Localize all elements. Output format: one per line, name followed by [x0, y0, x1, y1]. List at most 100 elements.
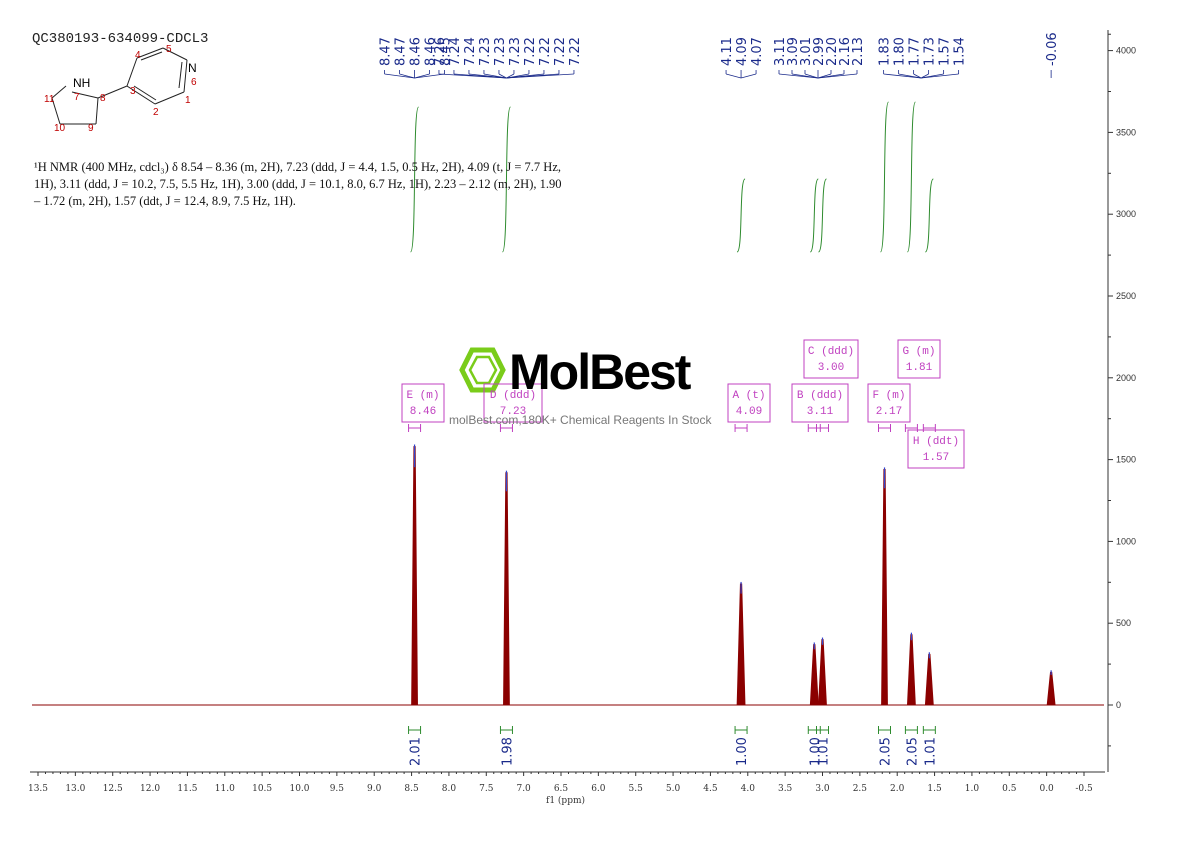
- integral-curve: [501, 106, 511, 253]
- peak-shift-label: -0.06: [1045, 32, 1060, 66]
- bond-double: [133, 85, 157, 101]
- bond: [51, 97, 61, 125]
- peak-shift-label: 3.09: [786, 37, 801, 66]
- multiplet-label: F (m): [872, 390, 905, 402]
- y-axis: 0 500 1000 1500 2000 2500 3000 3500 4000: [1107, 30, 1136, 772]
- report-line-3: – 1.72 (m, 2H), 1.57 (ddt, J = 12.4, 8.9…: [34, 194, 296, 208]
- multiplet-label: A (t): [732, 390, 765, 402]
- x-tick-label: 2.0: [890, 784, 905, 794]
- multiplet-shift: 2.17: [876, 406, 902, 418]
- y-tick-label: 500: [1116, 618, 1131, 628]
- y-tick-label: 3500: [1116, 127, 1136, 137]
- peak-shift-label: 1.77: [908, 37, 923, 66]
- x-tick-label: 4.5: [703, 784, 718, 794]
- x-tick-label: 7.0: [516, 784, 531, 794]
- integral-curve: [736, 178, 746, 253]
- multiplet-box: [483, 383, 543, 423]
- integral-curves: [410, 101, 934, 253]
- integral-value: 2.05: [905, 737, 920, 766]
- peak-leader: [898, 73, 922, 79]
- integral-value: 1.01: [923, 737, 938, 766]
- spectrum-peak: [818, 639, 827, 706]
- x-tick-label: 9.0: [367, 784, 382, 794]
- x-tick-label: 3.5: [778, 784, 793, 794]
- peak-leader: [920, 73, 929, 79]
- peak-shift-label: 8.46: [409, 37, 424, 66]
- y-tick-label: 1000: [1116, 536, 1136, 546]
- multiplet-shift: 1.57: [923, 452, 949, 464]
- peak-leader: [791, 73, 819, 79]
- atom-label: 9: [88, 123, 94, 134]
- x-tick-label: 7.5: [479, 784, 494, 794]
- atom-label: NH: [73, 76, 90, 90]
- peak-shift-label: 7.22: [568, 37, 583, 66]
- multiplet-shift: 1.81: [906, 362, 933, 374]
- peak-shift-label: 8.46: [424, 37, 439, 66]
- spectrum-peak: [503, 472, 510, 706]
- integral-value: 2.01: [409, 737, 424, 766]
- y-tick-label: 0: [1116, 700, 1121, 710]
- integral-curve: [809, 178, 819, 253]
- bond: [71, 91, 99, 99]
- atom-label: 4: [135, 50, 141, 61]
- multiplet-label: B (ddd): [797, 390, 843, 402]
- multiplet-label: C (ddd): [808, 346, 854, 358]
- multiplet-shift: 3.00: [818, 362, 844, 374]
- peak-shift-label: 4.07: [750, 37, 765, 66]
- x-tick-label: 8.5: [404, 784, 419, 794]
- atom-label: N: [188, 61, 197, 75]
- molbest-logo-icon: [459, 347, 506, 393]
- watermark-tagline: molBest.com,180K+ Chemical Reagents In S…: [449, 413, 712, 427]
- peak-shift-label: 1.73: [923, 37, 938, 66]
- peak-shift-label: 2.13: [851, 37, 866, 66]
- bond: [154, 91, 185, 105]
- bond-double: [140, 51, 163, 61]
- bond: [97, 85, 128, 99]
- report-line-2: 1H), 3.11 (ddd, J = 10.2, 7.5, 5.5 Hz, 1…: [34, 177, 562, 191]
- peak-shift-label: 7.23: [478, 37, 493, 66]
- x-axis-label: f1 (ppm): [546, 796, 585, 806]
- logo-hexagon-inner: [468, 355, 498, 385]
- peak-shift-label: 7.22: [523, 37, 538, 66]
- peak-shift-label: 1.57: [938, 37, 953, 66]
- peak-label-groups: 8.47 8.47 8.46 8.46 8.457.26 7.24 7.24 7.23 7.23…: [379, 32, 1060, 79]
- peak-shift-label: 1.54: [953, 37, 968, 66]
- x-tick-label: 10.5: [252, 784, 272, 794]
- x-tick-label: 2.5: [853, 784, 868, 794]
- peak-shift-label: 4.09: [735, 37, 750, 66]
- atom-label: 6: [191, 77, 197, 88]
- x-tick-label: 6.5: [554, 784, 569, 794]
- integral-value: 1.98: [500, 737, 515, 766]
- peak-shift-label: 2.16: [838, 37, 853, 66]
- multiplet-box: [907, 429, 965, 469]
- peak-leader: [817, 73, 858, 79]
- multiplet-shift: 7.23: [500, 406, 526, 418]
- bond: [162, 47, 188, 61]
- integral-curve: [410, 106, 420, 253]
- nmr-report-text: ¹H NMR (400 MHz, cdcl₃) δ 8.54 – 8.36 (m…: [34, 159, 634, 210]
- multiplet-box: [803, 339, 859, 379]
- peak-leader: [468, 73, 507, 79]
- atom-label: 10: [54, 123, 66, 134]
- x-tick-label: 0.5: [1002, 784, 1017, 794]
- x-tick-label: 1.5: [927, 784, 942, 794]
- y-tick-label: 2000: [1116, 373, 1136, 383]
- spectrum-peak: [736, 583, 746, 706]
- peak-shift-label: 2.99: [812, 37, 827, 66]
- peak-shift-label: 7.23: [493, 37, 508, 66]
- integral-curve: [818, 178, 827, 253]
- peak-leader: [399, 73, 415, 79]
- x-tick-label: 3.0: [815, 784, 830, 794]
- spectrum-peak: [1046, 671, 1056, 706]
- y-tick-label: 3000: [1116, 209, 1136, 219]
- peak-shift-label: 8.47: [394, 37, 409, 66]
- peak-shift-label: 7.26: [433, 37, 448, 66]
- spectrum-peak: [924, 653, 934, 706]
- atom-label: 5: [166, 44, 172, 55]
- integral-value: 1.01: [817, 737, 832, 766]
- peak-leader: [725, 73, 742, 79]
- multiplet-box: [727, 383, 771, 423]
- spectrum-peak: [411, 446, 418, 706]
- peak-leader: [883, 73, 922, 79]
- peak-shift-label: 7.23: [508, 37, 523, 66]
